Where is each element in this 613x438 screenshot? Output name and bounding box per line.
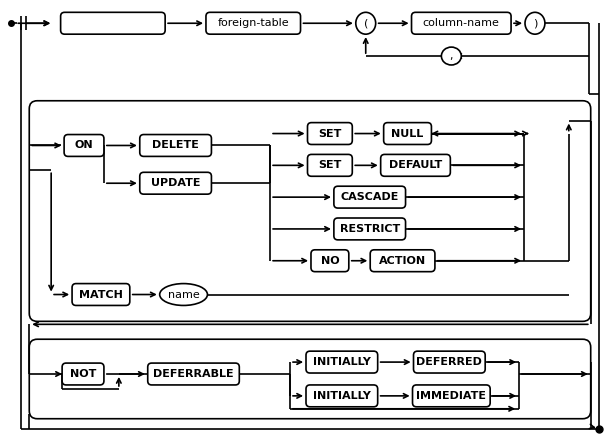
FancyBboxPatch shape [381, 155, 451, 176]
Text: INITIALLY: INITIALLY [313, 357, 371, 367]
Text: NOT: NOT [70, 369, 96, 379]
FancyBboxPatch shape [140, 134, 211, 156]
FancyBboxPatch shape [306, 385, 378, 407]
Text: name: name [168, 290, 199, 300]
Ellipse shape [159, 283, 207, 305]
Text: RESTRICT: RESTRICT [340, 224, 400, 234]
Text: SET: SET [318, 160, 341, 170]
Text: ,: , [449, 51, 453, 61]
FancyBboxPatch shape [413, 385, 490, 407]
FancyBboxPatch shape [64, 134, 104, 156]
Ellipse shape [441, 47, 462, 65]
FancyBboxPatch shape [308, 123, 352, 145]
Text: ON: ON [75, 141, 93, 151]
Text: DEFAULT: DEFAULT [389, 160, 442, 170]
Text: ACTION: ACTION [379, 256, 426, 266]
Text: (: ( [364, 18, 368, 28]
Ellipse shape [525, 12, 545, 34]
FancyBboxPatch shape [140, 172, 211, 194]
Ellipse shape [356, 12, 376, 34]
FancyBboxPatch shape [308, 155, 352, 176]
FancyBboxPatch shape [206, 12, 300, 34]
Text: DELETE: DELETE [152, 141, 199, 151]
FancyBboxPatch shape [334, 186, 406, 208]
Text: SET: SET [318, 128, 341, 138]
Text: CASCADE: CASCADE [341, 192, 399, 202]
FancyBboxPatch shape [370, 250, 435, 272]
FancyBboxPatch shape [311, 250, 349, 272]
FancyBboxPatch shape [414, 351, 485, 373]
Text: ): ) [533, 18, 537, 28]
FancyBboxPatch shape [411, 12, 511, 34]
FancyBboxPatch shape [148, 363, 239, 385]
Text: column-name: column-name [423, 18, 500, 28]
Text: NO: NO [321, 256, 339, 266]
FancyBboxPatch shape [72, 283, 130, 305]
Text: DEFERRED: DEFERRED [416, 357, 482, 367]
FancyBboxPatch shape [334, 218, 406, 240]
FancyBboxPatch shape [306, 351, 378, 373]
Text: MATCH: MATCH [79, 290, 123, 300]
Text: IMMEDIATE: IMMEDIATE [416, 391, 486, 401]
Text: UPDATE: UPDATE [151, 178, 200, 188]
FancyBboxPatch shape [61, 12, 165, 34]
Text: INITIALLY: INITIALLY [313, 391, 371, 401]
Text: foreign-table: foreign-table [218, 18, 289, 28]
Text: DEFERRABLE: DEFERRABLE [153, 369, 234, 379]
FancyBboxPatch shape [62, 363, 104, 385]
Text: NULL: NULL [392, 128, 424, 138]
FancyBboxPatch shape [384, 123, 432, 145]
